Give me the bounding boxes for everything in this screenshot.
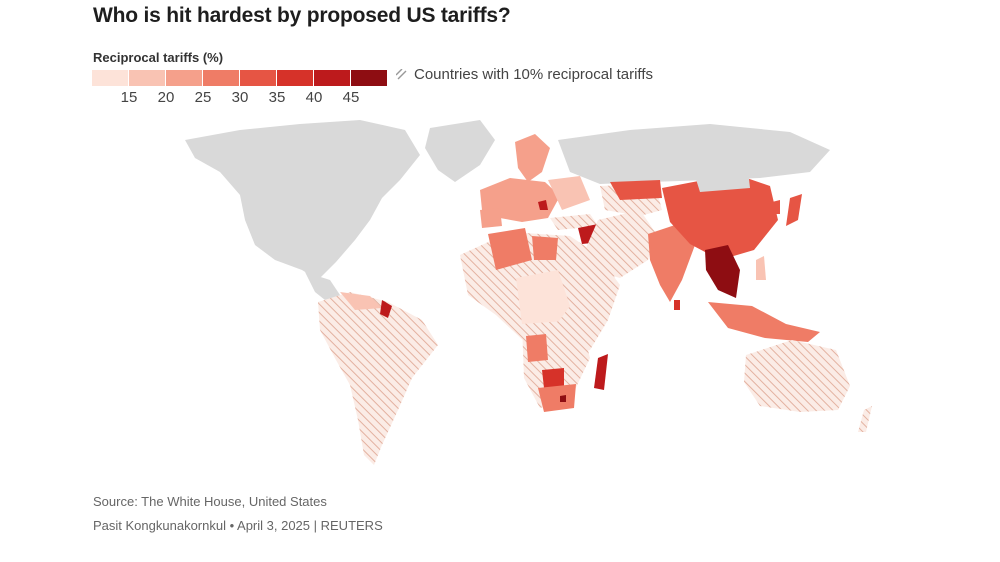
kazakhstan (610, 180, 662, 200)
japan (786, 194, 802, 226)
credit-line: Pasit Kongkunakornkul • April 3, 2025 | … (93, 518, 383, 533)
algeria (488, 228, 532, 270)
scale-swatch-5 (277, 70, 313, 86)
libya (532, 236, 558, 260)
guyana (380, 300, 392, 318)
scale-tick-15: 15 (120, 89, 138, 106)
hatch-icon (396, 68, 407, 79)
russia (558, 124, 830, 184)
madagascar (594, 354, 608, 390)
sri-lanka (674, 300, 680, 310)
scale-tick-25: 25 (194, 89, 212, 106)
iberia (480, 208, 502, 228)
eastern-europe (548, 176, 590, 210)
world-map (185, 120, 872, 465)
central-africa (516, 270, 570, 336)
scale-swatch-3 (203, 70, 239, 86)
hatch-legend-label: Countries with 10% reciprocal tariffs (414, 66, 653, 83)
south-america (318, 292, 438, 465)
scandinavia (515, 134, 550, 182)
scale-swatch-4 (240, 70, 276, 86)
south-africa (538, 384, 576, 412)
scale-tick-20: 20 (157, 89, 175, 106)
source-note: Source: The White House, United States (93, 494, 327, 509)
hatch-legend: Countries with 10% reciprocal tariffs (396, 66, 653, 83)
angola (526, 334, 548, 362)
serbia (538, 200, 548, 210)
korea (772, 200, 780, 214)
color-scale (92, 70, 388, 86)
lesotho (560, 395, 566, 402)
scale-tick-35: 35 (268, 89, 286, 106)
philippines (756, 256, 766, 280)
scale-tick-40: 40 (305, 89, 323, 106)
mongolia (695, 170, 750, 192)
middle-east (586, 210, 655, 278)
scale-tick-30: 30 (231, 89, 249, 106)
indonesia (708, 302, 820, 342)
australia (744, 340, 850, 412)
china (662, 174, 778, 260)
scale-ticks: 15 20 25 30 35 40 45 (92, 89, 392, 107)
venezuela (340, 292, 382, 310)
southeast-asia (705, 245, 740, 298)
scale-swatch-2 (166, 70, 202, 86)
turkey (550, 214, 598, 230)
greenland (425, 120, 495, 182)
scale-tick-45: 45 (342, 89, 360, 106)
scale-swatch-1 (129, 70, 165, 86)
scale-swatch-0 (92, 70, 128, 86)
scale-swatch-6 (314, 70, 350, 86)
botswana (542, 368, 564, 388)
legend-title: Reciprocal tariffs (%) (93, 50, 224, 65)
chart-title: Who is hit hardest by proposed US tariff… (93, 4, 511, 27)
india (648, 224, 695, 302)
scale-swatch-7 (351, 70, 387, 86)
north-america (185, 120, 420, 280)
central-america (305, 272, 342, 304)
new-zealand (858, 406, 872, 432)
